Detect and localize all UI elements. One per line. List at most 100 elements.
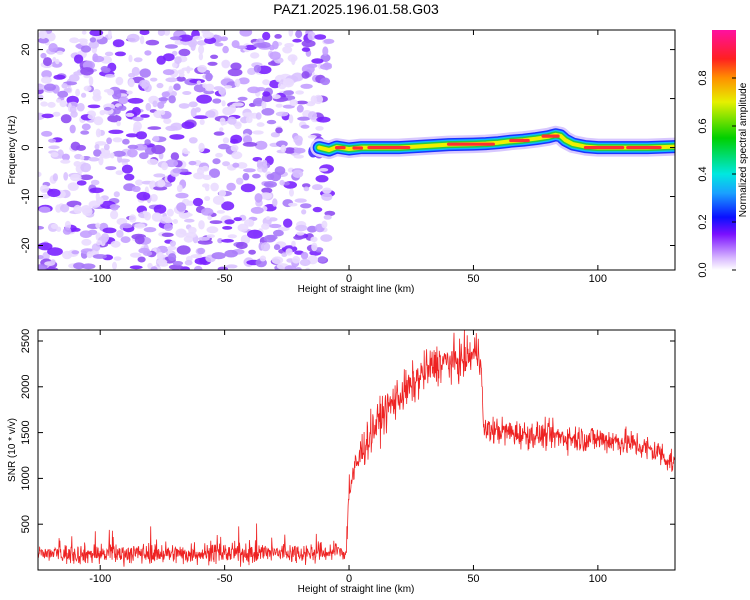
noise-blob xyxy=(38,37,49,44)
noise-blob xyxy=(240,234,251,245)
noise-blob xyxy=(151,144,166,155)
noise-blob xyxy=(207,61,218,66)
x-tick-label: 100 xyxy=(589,273,607,285)
noise-blob xyxy=(48,43,58,53)
noise-blob xyxy=(216,210,225,214)
noise-blob xyxy=(47,188,61,198)
noise-blob xyxy=(272,40,279,50)
noise-blob xyxy=(121,164,133,174)
noise-blob xyxy=(317,256,327,263)
noise-blob xyxy=(259,255,266,262)
noise-blob xyxy=(41,130,53,137)
noise-blob xyxy=(44,83,56,91)
noise-blob xyxy=(213,131,225,136)
noise-blob xyxy=(213,86,224,91)
noise-blob xyxy=(247,229,263,239)
noise-blob xyxy=(173,83,181,91)
noise-blob xyxy=(139,35,145,45)
noise-blob xyxy=(81,92,87,98)
noise-blob xyxy=(194,257,208,265)
noise-blob xyxy=(139,79,150,88)
noise-blob xyxy=(98,156,104,166)
noise-blob xyxy=(110,210,119,220)
noise-blob xyxy=(56,226,62,232)
noise-blob xyxy=(279,179,285,186)
noise-blob xyxy=(263,183,274,187)
noise-blob xyxy=(247,67,257,75)
noise-blob xyxy=(278,226,290,232)
noise-blob xyxy=(221,60,230,68)
noise-blob xyxy=(163,223,173,232)
noise-blob xyxy=(307,225,318,233)
noise-blob xyxy=(233,217,242,222)
noise-blob xyxy=(40,76,52,84)
noise-blob xyxy=(163,118,172,124)
noise-blob xyxy=(88,40,99,49)
noise-blob xyxy=(73,262,85,270)
noise-blob xyxy=(115,76,124,86)
noise-blob xyxy=(206,226,219,234)
x-tick-label: 100 xyxy=(589,573,607,585)
noise-blob xyxy=(300,203,312,209)
noise-blob xyxy=(133,57,143,63)
noise-blob xyxy=(120,236,131,244)
noise-blob xyxy=(314,34,327,40)
noise-blob xyxy=(178,48,191,57)
noise-blob xyxy=(104,74,116,78)
noise-blob xyxy=(203,90,215,95)
x-tick-label: -100 xyxy=(89,273,111,285)
noise-blob xyxy=(293,154,304,159)
noise-blob xyxy=(69,37,80,44)
noise-blob xyxy=(315,125,324,131)
y-tick-label: -20 xyxy=(20,238,32,254)
noise-blob xyxy=(90,179,100,186)
noise-blob xyxy=(47,247,63,256)
noise-blob xyxy=(139,30,150,36)
noise-blob xyxy=(80,130,90,135)
noise-blob xyxy=(232,102,244,107)
noise-blob xyxy=(324,210,336,217)
noise-blob xyxy=(320,77,331,86)
noise-blob xyxy=(269,51,281,60)
noise-blob xyxy=(184,259,193,266)
noise-blob xyxy=(295,30,303,39)
noise-blob xyxy=(230,62,242,71)
noise-blob xyxy=(291,240,296,247)
noise-blob xyxy=(322,62,332,68)
noise-blob xyxy=(95,192,100,202)
noise-blob xyxy=(181,212,193,217)
noise-blob xyxy=(198,142,205,153)
noise-blob xyxy=(139,152,149,160)
noise-blob xyxy=(57,90,69,98)
colorbar-tick-label: 0.0 xyxy=(697,262,709,277)
noise-blob xyxy=(160,110,166,116)
noise-blob xyxy=(144,211,151,221)
noise-blob xyxy=(204,196,211,201)
chart-title: PAZ1.2025.196.01.58.G03 xyxy=(273,1,439,17)
noise-blob xyxy=(38,94,44,101)
noise-blob xyxy=(197,64,208,73)
noise-blob xyxy=(284,265,297,270)
y-tick-label: 2000 xyxy=(20,375,32,399)
noise-blob xyxy=(247,86,261,94)
noise-blob xyxy=(147,126,162,130)
noise-blob xyxy=(202,31,214,39)
noise-blob xyxy=(153,185,168,191)
noise-blob xyxy=(135,131,147,140)
noise-blob xyxy=(140,114,150,118)
x-tick-label: -50 xyxy=(217,573,233,585)
noise-blob xyxy=(60,114,72,124)
noise-blob xyxy=(219,117,226,124)
noise-blob xyxy=(80,40,88,46)
noise-blob xyxy=(126,90,133,95)
y-tick-label: 1500 xyxy=(20,420,32,444)
x-tick-label: 0 xyxy=(346,573,352,585)
noise-blob xyxy=(219,127,224,132)
noise-blob xyxy=(59,100,67,108)
noise-blob xyxy=(48,138,57,143)
noise-blob xyxy=(166,245,177,251)
noise-blob xyxy=(47,101,56,108)
noise-blob xyxy=(93,149,102,157)
noise-blob xyxy=(157,30,165,36)
